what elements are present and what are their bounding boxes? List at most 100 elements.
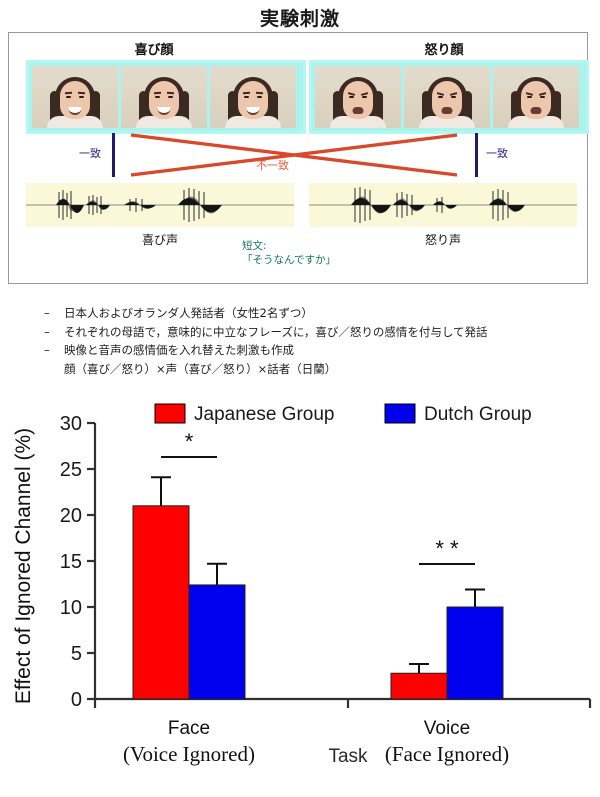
eyebrow-right <box>538 92 547 96</box>
list-item: – 映像と音声の感情価を入れ替えた刺激も作成 <box>44 341 589 360</box>
congruent-bar-left <box>112 133 115 177</box>
face-shape <box>60 81 90 119</box>
y-axis-tick-label: 10 <box>60 597 82 619</box>
mouth-smiling <box>68 107 82 115</box>
eye-left <box>349 96 354 98</box>
y-axis-tick-label: 15 <box>60 551 82 573</box>
face-thumbnail <box>315 66 401 128</box>
happy-voice-label: 喜び声 <box>141 233 178 247</box>
eye-left <box>155 96 160 98</box>
shoulders-shape <box>330 116 386 128</box>
y-axis-tick-label: 20 <box>60 505 82 527</box>
y-axis-tick-label: 0 <box>71 689 82 711</box>
significance-annotations: * * * <box>161 429 475 565</box>
y-axis-tick-label: 30 <box>60 413 82 435</box>
x-axis-title: Task <box>328 746 368 767</box>
incongruent-cross-icon <box>130 133 458 177</box>
face-shape <box>521 81 551 119</box>
eyebrow-right <box>449 92 458 96</box>
waveform-icon <box>309 187 577 223</box>
face-shape <box>432 81 462 119</box>
mouth-frowning <box>530 107 542 114</box>
bar <box>446 606 504 700</box>
x-axis-category-sublabel: (Face Ignored) <box>385 742 509 766</box>
phrase-caption: 短文: <box>242 240 267 252</box>
eye-left <box>66 96 71 98</box>
list-item-text: それぞれの母語で，意味的に中立なフレーズに，喜び／怒りの感情を付与して発話 <box>64 324 488 339</box>
incongruent-label: 不一致 <box>256 159 289 172</box>
congruent-bar-right <box>475 133 478 177</box>
mouth-smiling <box>246 107 260 115</box>
x-axis-category-label: Voice <box>424 718 470 739</box>
eyebrow-right <box>166 91 175 94</box>
dash-bullet-icon: – <box>44 324 50 339</box>
list-item-text: 日本人およびオランダ人発話者（女性2名ずつ） <box>64 306 313 320</box>
dash-bullet-icon: – <box>44 343 50 358</box>
face-shape <box>238 81 268 119</box>
eye-right <box>257 96 262 98</box>
eyebrow-right <box>255 91 264 94</box>
happy-face-image-strip <box>26 60 306 134</box>
angry-face-heading: 怒り顔 <box>424 43 464 58</box>
chart-canvas: Japanese Group Dutch Group 0 5 10 15 20 25 30 Eff… <box>12 403 592 767</box>
eye-left <box>527 96 532 98</box>
legend-label: Japanese Group <box>194 404 335 425</box>
bar-chart: Japanese Group Dutch Group 0 5 10 15 20 25 30 Eff… <box>0 396 600 797</box>
legend-label: Dutch Group <box>424 404 532 425</box>
significance-star: * * <box>435 536 459 561</box>
significance-star: * <box>185 429 194 454</box>
chart-error-bars <box>151 476 485 674</box>
congruency-diagram: 一致 一致 不一致 <box>9 129 587 183</box>
bullet-list: – 日本人およびオランダ人発話者（女性2名ずつ） – それぞれの母語で，意味的に… <box>44 304 589 379</box>
eyebrow-left <box>64 91 73 94</box>
eye-right <box>540 96 545 98</box>
face-thumbnail <box>404 66 490 128</box>
angry-voice-waveform <box>309 183 577 227</box>
bar <box>188 584 246 700</box>
bar <box>132 505 190 700</box>
bar <box>390 672 448 700</box>
x-axis-category-label: Face <box>168 718 210 739</box>
phrase-note: 短文: 「そうなんですか」 <box>242 239 336 267</box>
mouth-frowning <box>352 107 364 114</box>
waveform-icon <box>26 188 294 222</box>
eyebrow-left <box>525 92 534 96</box>
legend-swatch <box>384 403 416 424</box>
chart-bars <box>132 505 504 700</box>
mouth-smiling <box>157 107 171 115</box>
stimulus-panel: 喜び顔 怒り顔 <box>8 32 589 284</box>
face-thumbnail <box>121 66 207 128</box>
eye-right <box>168 96 173 98</box>
eye-right <box>362 96 367 98</box>
dash-bullet-icon: – <box>44 306 50 320</box>
y-axis-tick-label: 5 <box>71 643 82 665</box>
shoulders-shape <box>419 116 475 128</box>
eyebrow-left <box>242 91 251 94</box>
eyebrow-left <box>347 92 356 96</box>
eyebrow-left <box>153 91 162 94</box>
face-shape <box>343 81 373 119</box>
x-axis-category-labels: Face (Voice Ignored) Voice (Face Ignored) <box>123 718 509 766</box>
eye-left <box>244 96 249 98</box>
eye-right <box>451 96 456 98</box>
list-item: – 日本人およびオランダ人発話者（女性2名ずつ） <box>44 304 589 323</box>
phrase-text: 「そうなんですか」 <box>242 254 336 267</box>
chart-legend: Japanese Group Dutch Group <box>154 403 532 425</box>
congruent-label-left: 一致 <box>79 147 101 160</box>
angry-face-image-strip <box>309 60 589 134</box>
eye-right <box>79 96 84 98</box>
shoulders-shape <box>508 116 564 128</box>
congruent-label-right: 一致 <box>486 147 508 160</box>
face-thumbnail <box>32 66 118 128</box>
page-title: 実験刺激 <box>259 8 340 30</box>
y-axis-title: Effect of Ignored Channel (%) <box>12 428 35 704</box>
shoulders-shape <box>47 116 103 128</box>
eyebrow-right <box>360 92 369 96</box>
y-axis-tick-label: 25 <box>60 459 82 481</box>
eyebrow-left <box>436 92 445 96</box>
eye-left <box>438 96 443 98</box>
angry-voice-label: 怒り声 <box>424 233 461 247</box>
list-item: – それぞれの母語で，意味的に中立なフレーズに，喜び／怒りの感情を付与して発話 <box>44 323 589 342</box>
happy-voice-waveform <box>26 183 294 227</box>
face-thumbnail <box>493 66 579 128</box>
